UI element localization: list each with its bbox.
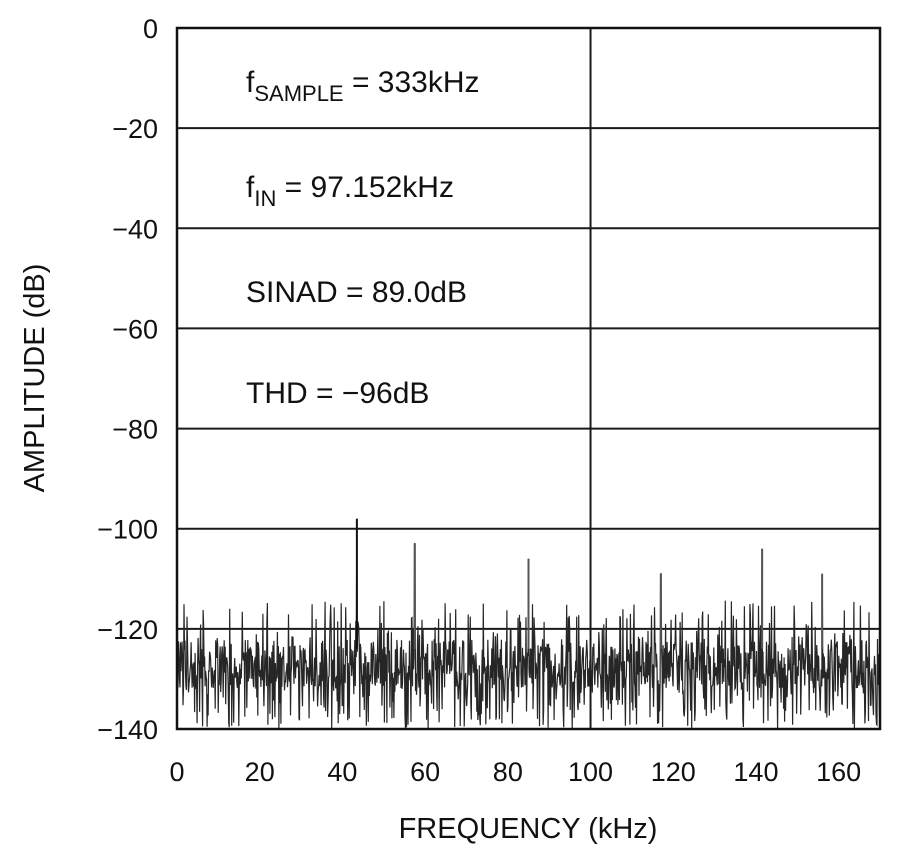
y-tick-label: −40 (112, 214, 158, 244)
annotation-1: fIN = 97.152kHz (246, 171, 454, 211)
x-axis-ticks: 0 20 40 60 80 100 120 140 160 (169, 757, 861, 787)
annotation-2: SINAD = 89.0dB (246, 276, 467, 309)
x-tick-label: 80 (493, 757, 523, 787)
x-tick-label: 140 (733, 757, 778, 787)
y-tick-label: 0 (143, 14, 158, 44)
annotations: fSAMPLE = 333kHz fIN = 97.152kHz SINAD = 8… (246, 66, 480, 410)
y-tick-label: −140 (97, 715, 158, 745)
y-tick-label: −20 (112, 114, 158, 144)
annotation-3: THD = −96dB (246, 377, 429, 410)
y-tick-label: −120 (97, 615, 158, 645)
x-tick-label: 120 (651, 757, 696, 787)
y-tick-label: −100 (97, 515, 158, 545)
spectrum-trace (176, 518, 881, 730)
x-tick-label: 0 (169, 757, 184, 787)
x-tick-label: 160 (816, 757, 861, 787)
x-tick-label: 20 (245, 757, 275, 787)
y-tick-label: −60 (112, 314, 158, 344)
x-tick-label: 60 (410, 757, 440, 787)
plot-frame (175, 26, 882, 731)
x-tick-label: 100 (568, 757, 613, 787)
y-axis-ticks: 0 −20 −40 −60 −80 −100 −120 −140 (97, 14, 158, 745)
y-tick-label: −80 (112, 415, 158, 445)
y-axis-title: AMPLITUDE (dB) (19, 264, 51, 493)
x-axis-title: FREQUENCY (kHz) (399, 813, 658, 845)
annotation-0: fSAMPLE = 333kHz (246, 66, 480, 106)
x-tick-label: 40 (327, 757, 357, 787)
